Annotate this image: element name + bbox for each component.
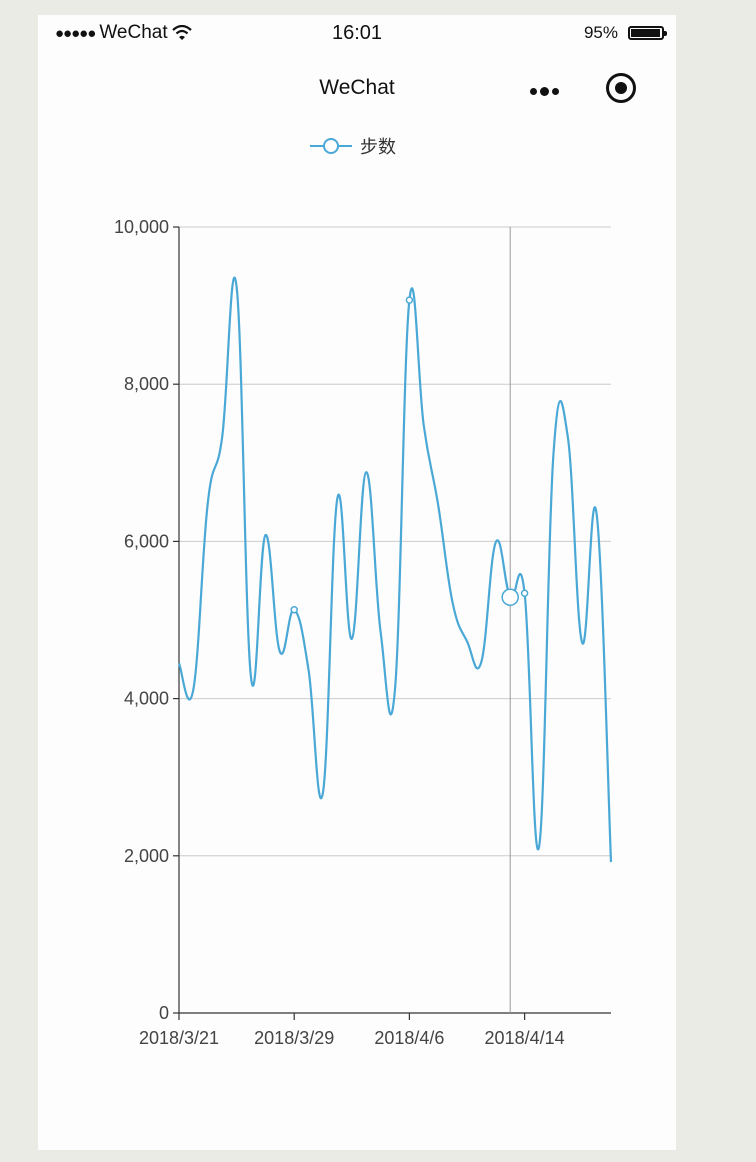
y-tick-label: 6,000 bbox=[124, 531, 169, 551]
x-tick-label: 2018/3/21 bbox=[139, 1028, 219, 1048]
data-point bbox=[520, 589, 529, 598]
data-point bbox=[405, 296, 414, 304]
y-tick-label: 8,000 bbox=[124, 374, 169, 394]
y-tick-label: 0 bbox=[159, 1003, 169, 1023]
x-tick-label: 2018/4/6 bbox=[374, 1028, 444, 1048]
x-tick-label: 2018/3/29 bbox=[254, 1028, 334, 1048]
battery-percent: 95% bbox=[583, 23, 618, 42]
status-bar: ●●●●● WeChat 16:01 95% bbox=[38, 15, 676, 51]
wifi-icon bbox=[171, 25, 192, 40]
legend-line-circle-icon bbox=[310, 138, 352, 154]
clock: 16:01 bbox=[331, 22, 383, 44]
y-tick-label: 2,000 bbox=[124, 846, 169, 866]
y-tick-label: 10,000 bbox=[114, 217, 169, 237]
data-point bbox=[290, 606, 298, 614]
legend-label: 步数 bbox=[360, 137, 396, 157]
battery-icon bbox=[628, 26, 667, 40]
carrier-label: WeChat bbox=[99, 22, 168, 43]
series-line-steps bbox=[177, 276, 613, 863]
more-dots-icon[interactable] bbox=[530, 87, 559, 96]
page-title: WeChat bbox=[319, 76, 395, 99]
chart-legend[interactable]: 步数 bbox=[310, 133, 396, 159]
x-tick-label: 2018/4/14 bbox=[485, 1028, 565, 1048]
y-tick-label: 4,000 bbox=[124, 689, 169, 709]
target-icon[interactable] bbox=[606, 73, 636, 103]
signal-icon: ●●●●● bbox=[55, 24, 96, 42]
hover-data-point bbox=[501, 588, 519, 606]
